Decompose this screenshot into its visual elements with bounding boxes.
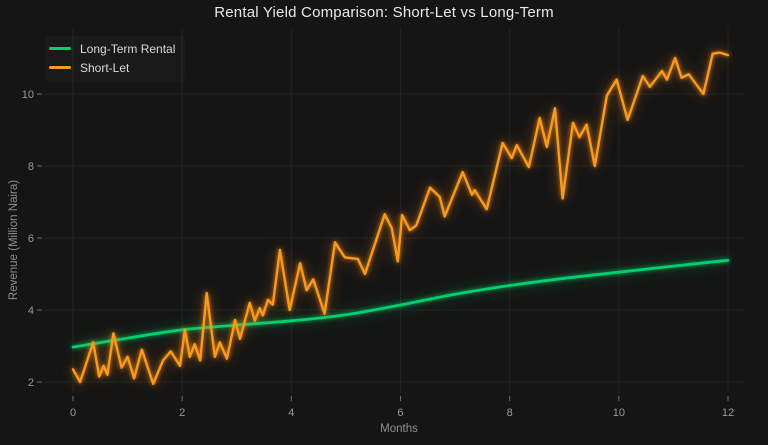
long-term-line-swatch-icon [49,47,71,50]
x-tick-label: 6 [397,407,403,419]
legend-label-long-term: Long-Term Rental [80,41,176,56]
x-tick-label: 8 [507,407,513,419]
y-tick-label: 2 [28,377,34,389]
x-axis-title: Months [380,423,418,435]
series-line-short-let[interactable] [71,51,730,385]
y-tick-label: 8 [28,161,34,173]
x-tick-label: 4 [288,407,294,419]
legend: Long-Term Rental Short-Let [45,36,185,82]
x-tick-label: 2 [179,407,185,419]
y-tick-label: 4 [28,305,34,317]
y-tick-label: 10 [22,89,34,101]
x-tick-label: 0 [70,407,76,419]
legend-item-short-let[interactable]: Short-Let [49,58,175,77]
y-axis-title: Revenue (Million Naira) [8,179,20,301]
legend-item-long-term-rental[interactable]: Long-Term Rental [49,39,175,58]
y-tick-label: 6 [28,233,34,245]
legend-label-short-let: Short-Let [80,60,130,75]
series-line-long-term-rental[interactable] [71,258,730,349]
short-let-line-swatch-icon [49,66,71,69]
x-tick-label: 10 [613,407,625,419]
x-tick-label: 12 [722,407,734,419]
chart-title: Rental Yield Comparison: Short-Let vs Lo… [214,4,554,21]
